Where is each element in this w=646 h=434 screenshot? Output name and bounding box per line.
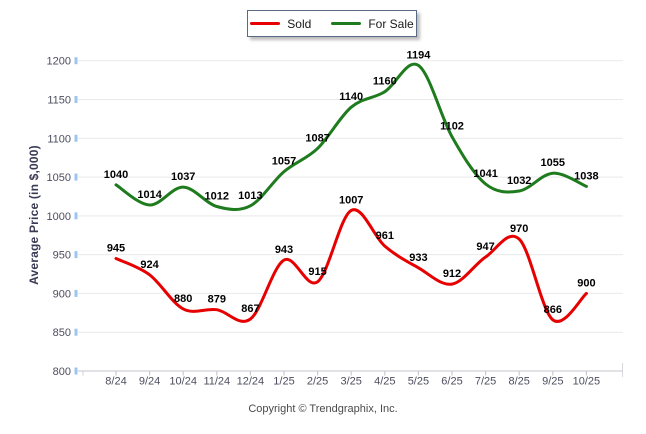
y-tick-label: 1000 <box>47 211 71 223</box>
x-tick-label: 12/24 <box>237 376 265 388</box>
sold-value-label: 961 <box>376 230 394 242</box>
sold-value-label: 933 <box>409 252 427 264</box>
for-sale-value-label: 1040 <box>104 169 128 181</box>
for-sale-line <box>114 62 588 211</box>
legend-label-sold: Sold <box>287 16 312 31</box>
x-tick-label: 8/24 <box>105 376 126 388</box>
x-tick-label: 9/25 <box>542 376 563 388</box>
x-tick-label: 2/25 <box>307 376 328 388</box>
legend-label-for-sale: For Sale <box>368 16 414 31</box>
sold-value-label: 943 <box>275 244 293 256</box>
x-tick-label: 9/24 <box>139 376 160 388</box>
y-axis-blue-tick <box>74 134 78 142</box>
x-tick-label: 1/25 <box>273 376 294 388</box>
for-sale-value-label: 1055 <box>541 157 565 169</box>
y-tick-label: 800 <box>53 366 71 378</box>
y-axis-blue-tick <box>74 289 78 297</box>
y-tick-label: 1150 <box>47 94 71 106</box>
for-sale-value-label: 1057 <box>272 156 296 168</box>
sold-value-label: 879 <box>208 294 226 306</box>
sold-line <box>114 208 588 323</box>
x-tick-label: 10/25 <box>573 376 601 388</box>
sold-value-label: 947 <box>476 241 494 253</box>
for-sale-value-label: 1160 <box>373 76 397 88</box>
for-sale-value-label: 1037 <box>171 171 195 183</box>
x-tick-label: 3/25 <box>340 376 361 388</box>
for-sale-value-label: 1041 <box>473 168 497 180</box>
sold-value-label: 900 <box>577 277 595 289</box>
sold-value-label: 924 <box>140 259 159 271</box>
y-tick-label: 950 <box>53 250 71 262</box>
y-axis-blue-tick <box>74 328 78 336</box>
x-tick-label: 8/25 <box>508 376 529 388</box>
sold-value-label: 866 <box>544 304 562 316</box>
y-axis-blue-tick <box>74 57 78 65</box>
sold-value-label: 1007 <box>339 194 363 206</box>
for-sale-line-swatch <box>331 22 362 25</box>
x-tick-label: 6/25 <box>441 376 462 388</box>
x-tick-label: 4/25 <box>374 376 395 388</box>
x-tick-label: 11/24 <box>203 376 230 388</box>
x-tick-label: 5/25 <box>408 376 429 388</box>
x-tick-label: 10/24 <box>169 376 197 388</box>
for-sale-value-label: 1032 <box>507 175 531 187</box>
y-tick-label: 1050 <box>47 172 71 184</box>
y-tick-label: 1200 <box>47 56 71 68</box>
y-tick-label: 850 <box>53 327 71 339</box>
for-sale-value-label: 1140 <box>339 91 363 103</box>
for-sale-value-label: 1194 <box>406 49 431 61</box>
x-tick-label: 7/25 <box>475 376 496 388</box>
y-axis-blue-tick <box>74 251 78 259</box>
sold-line-swatch <box>250 22 281 25</box>
sold-value-label: 880 <box>174 293 192 305</box>
for-sale-value-label: 1014 <box>137 189 162 201</box>
chart-legend: Sold For Sale <box>247 10 417 37</box>
for-sale-value-label: 1038 <box>574 170 598 182</box>
sold-value-label: 867 <box>241 303 259 315</box>
sold-value-label: 915 <box>308 266 326 278</box>
y-axis-blue-tick <box>74 212 78 220</box>
for-sale-value-label: 1013 <box>238 190 262 202</box>
sold-value-label: 945 <box>107 243 125 255</box>
copyright-text: Copyright © Trendgraphix, Inc. <box>248 403 398 415</box>
y-tick-label: 1100 <box>47 133 71 145</box>
for-sale-value-label: 1102 <box>440 121 464 133</box>
y-tick-label: 900 <box>53 288 71 300</box>
legend-item-for-sale: For Sale <box>331 16 414 31</box>
legend-item-sold: Sold <box>250 18 311 30</box>
y-axis-blue-tick <box>74 173 78 181</box>
sold-value-label: 970 <box>510 223 528 235</box>
sold-value-label: 912 <box>443 268 461 280</box>
for-sale-value-label: 1012 <box>205 191 229 203</box>
y-axis-blue-tick <box>74 95 78 103</box>
y-axis-blue-tick <box>74 367 78 375</box>
for-sale-value-label: 1087 <box>305 132 329 144</box>
